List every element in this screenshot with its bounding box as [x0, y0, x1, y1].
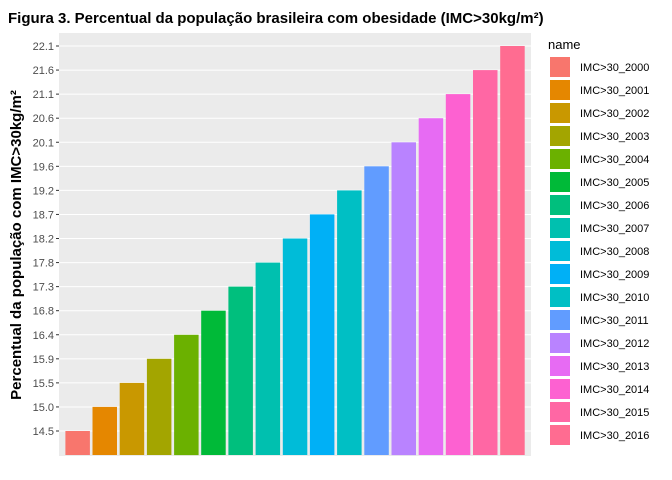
legend-swatch — [550, 195, 570, 215]
bar-IMC>30_2003 — [146, 358, 172, 455]
legend-label: IMC>30_2002 — [580, 108, 649, 120]
y-axis-ticks: 14.5 15.0 15.5 15.9 16.4 16.8 17.3 17.8 18.2 18.7… — [33, 41, 59, 438]
legend-label: IMC>30_2016 — [580, 430, 649, 442]
bar-IMC>30_2012 — [391, 142, 416, 456]
y-tick-label: 14.5 — [33, 426, 54, 438]
y-tick-label: 18.2 — [33, 234, 54, 246]
bar-IMC>30_2001 — [92, 406, 117, 455]
y-axis-label: Percentual da população com IMC>30kg/m² — [8, 90, 25, 400]
bar-IMC>30_2008 — [282, 238, 308, 455]
legend-label: IMC>30_2001 — [580, 85, 649, 97]
y-tick-label: 21.6 — [33, 65, 54, 77]
legend: IMC>30_2000 IMC>30_2001 IMC>30_2002 IMC>30_… — [550, 57, 649, 445]
chart-title: Figura 3. Percentual da população brasil… — [8, 10, 544, 27]
legend-swatch — [550, 333, 570, 353]
y-tick-label: 22.1 — [33, 41, 54, 53]
legend-swatch — [550, 264, 570, 284]
legend-label: IMC>30_2010 — [580, 292, 649, 304]
bar-IMC>30_2009 — [309, 214, 335, 455]
y-tick-label: 17.3 — [33, 282, 54, 294]
legend-label: IMC>30_2014 — [580, 384, 649, 396]
bar-IMC>30_2015 — [473, 70, 498, 455]
legend-label: IMC>30_2015 — [580, 407, 649, 419]
legend-swatch — [550, 218, 570, 238]
y-tick-label: 19.2 — [33, 185, 54, 197]
legend-swatch — [550, 425, 570, 445]
legend-label: IMC>30_2012 — [580, 338, 649, 350]
y-tick-label: 21.1 — [33, 89, 54, 101]
bar-IMC>30_2006 — [228, 286, 253, 455]
bar-IMC>30_2002 — [119, 382, 145, 455]
y-tick-label: 16.8 — [33, 306, 54, 318]
legend-label: IMC>30_2006 — [580, 200, 649, 212]
legend-label: IMC>30_2003 — [580, 131, 649, 143]
legend-swatch — [550, 379, 570, 399]
bar-IMC>30_2004 — [174, 334, 199, 456]
legend-label: IMC>30_2009 — [580, 269, 649, 281]
bar-IMC>30_2014 — [445, 94, 471, 455]
legend-label: IMC>30_2004 — [580, 154, 649, 166]
legend-swatch — [550, 310, 570, 330]
bar-IMC>30_2016 — [500, 46, 525, 455]
bar-IMC>30_2007 — [255, 262, 281, 455]
legend-label: IMC>30_2008 — [580, 246, 649, 258]
y-tick-label: 15.0 — [33, 402, 54, 414]
bar-IMC>30_2013 — [418, 118, 444, 455]
legend-swatch — [550, 149, 570, 169]
legend-label: IMC>30_2011 — [580, 315, 649, 327]
legend-swatch — [550, 241, 570, 261]
bar-IMC>30_2000 — [65, 431, 90, 455]
legend-title: name — [548, 37, 581, 52]
y-tick-label: 18.7 — [33, 209, 54, 221]
legend-swatch — [550, 402, 570, 422]
legend-swatch — [550, 287, 570, 307]
y-tick-label: 19.6 — [33, 161, 54, 173]
legend-label: IMC>30_2013 — [580, 361, 649, 373]
y-tick-label: 15.9 — [33, 354, 54, 366]
legend-swatch — [550, 126, 570, 146]
legend-label: IMC>30_2000 — [580, 62, 649, 74]
y-tick-label: 15.5 — [33, 378, 54, 390]
legend-label: IMC>30_2007 — [580, 223, 649, 235]
legend-swatch — [550, 172, 570, 192]
bar-IMC>30_2011 — [364, 166, 389, 456]
y-tick-label: 16.4 — [33, 330, 54, 342]
legend-swatch — [550, 103, 570, 123]
legend-swatch — [550, 80, 570, 100]
bar-IMC>30_2010 — [337, 190, 362, 455]
y-tick-label: 20.6 — [33, 113, 54, 125]
bar-IMC>30_2005 — [201, 310, 226, 455]
legend-swatch — [550, 57, 570, 77]
bars — [65, 46, 525, 456]
y-tick-label: 17.8 — [33, 258, 54, 270]
legend-swatch — [550, 356, 570, 376]
y-tick-label: 20.1 — [33, 137, 54, 149]
legend-label: IMC>30_2005 — [580, 177, 649, 189]
